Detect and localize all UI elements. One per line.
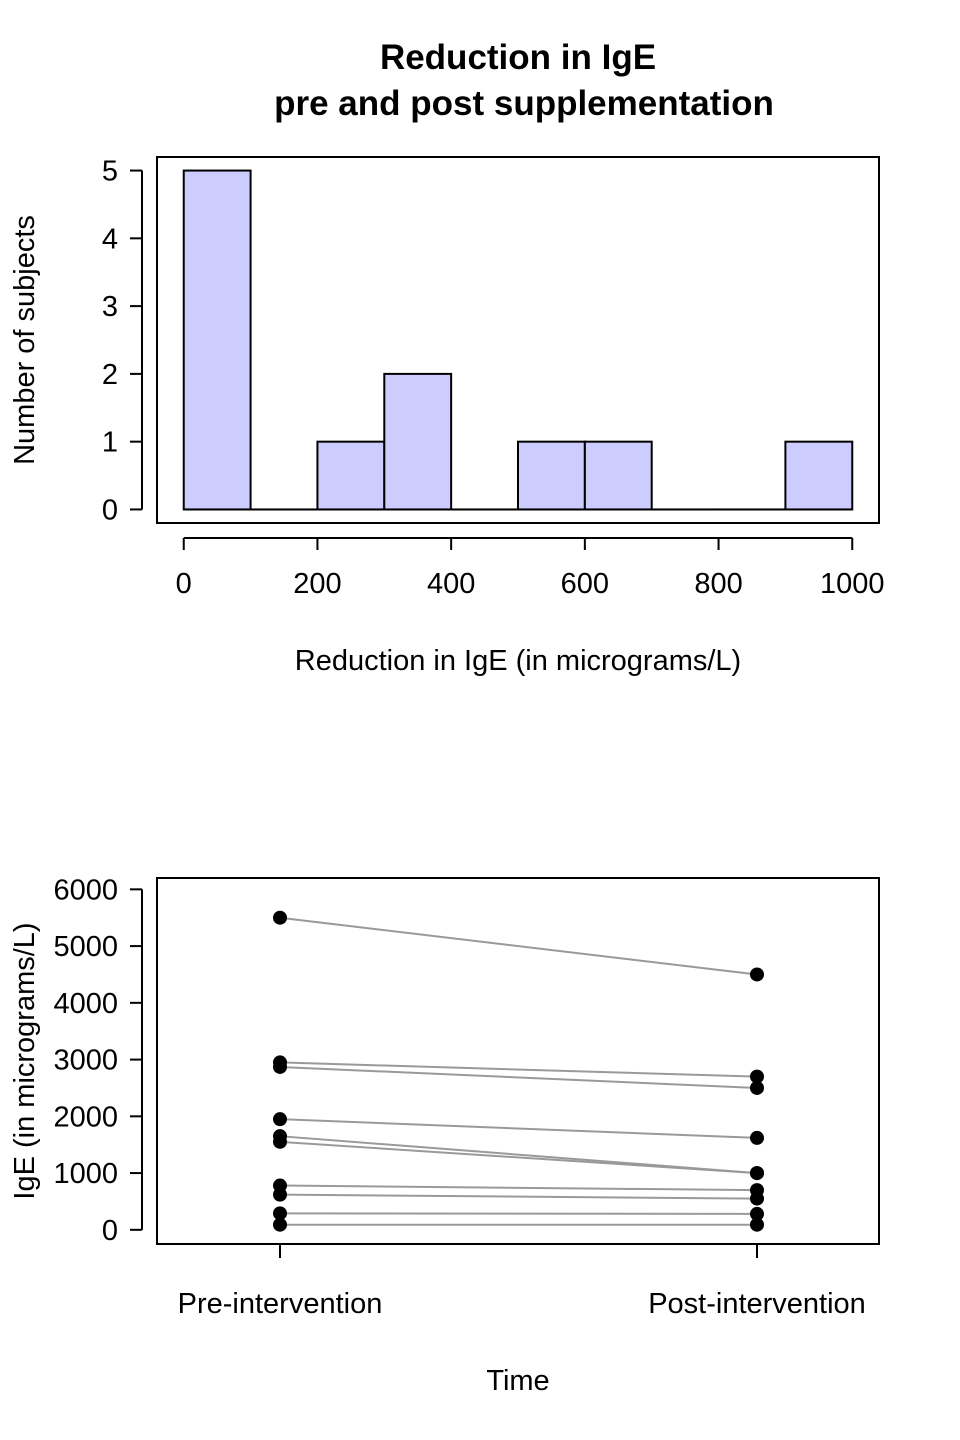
histogram-x-tick-label: 600: [561, 568, 609, 600]
pair-line: [279, 1065, 758, 1089]
histogram-x-axis-label: Reduction in IgE (in micrograms/L): [295, 645, 741, 677]
post-intervention-point: [750, 967, 764, 982]
post-intervention-point: [750, 1069, 764, 1084]
histogram-y-tick-label: 1: [102, 427, 118, 459]
histogram-y-axis-label: Number of subjects: [9, 215, 41, 465]
histogram-y-tick-label: 3: [102, 291, 118, 323]
histogram-x-tick-label: 200: [293, 568, 341, 600]
histogram-bar: [316, 440, 386, 511]
histogram-bar: [784, 440, 854, 511]
histogram-x-tick-label: 1000: [820, 568, 885, 600]
post-intervention-point: [750, 1130, 764, 1145]
scatter-y-tick-label: 2000: [53, 1101, 118, 1133]
pair-line: [279, 1212, 758, 1215]
histogram-y-tick-label: 5: [102, 156, 118, 188]
scatter-x-tick-label: Post-intervention: [648, 1288, 866, 1320]
pair-line: [279, 1193, 758, 1200]
pair-line: [279, 1061, 758, 1078]
histogram-bar: [583, 440, 653, 511]
paired-scatter-chart: Pre-intervention Post-intervention 0 1000 2…: [9, 874, 880, 1397]
scatter-y-tick-label: 4000: [53, 988, 118, 1020]
post-intervention-point: [750, 1206, 764, 1221]
histogram-bar: [182, 169, 252, 511]
pre-intervention-point: [273, 1134, 287, 1149]
histogram-x-tick-label: 400: [427, 568, 475, 600]
histogram-chart: Reduction in IgE pre and post supplement…: [9, 38, 885, 677]
scatter-x-tick-label: Pre-intervention: [178, 1288, 383, 1320]
pair-lines: [279, 916, 758, 1226]
scatter-y-tick-label: 6000: [53, 874, 118, 906]
histogram-y-axis: 0 1 2 3 4 5: [102, 156, 143, 526]
histogram-y-tick-label: 4: [102, 223, 118, 255]
histogram-x-axis: 0 200 400 600 800 1000: [176, 537, 885, 600]
histogram-title-line-1: Reduction in IgE: [380, 38, 656, 77]
scatter-y-axis: 0 1000 2000 3000 4000 5000 6000: [53, 874, 143, 1247]
pre-intervention-point: [273, 1206, 287, 1221]
pre-intervention-point: [273, 1112, 287, 1127]
pre-intervention-point: [273, 1187, 287, 1202]
pair-points: [273, 910, 764, 1232]
pair-line: [279, 916, 758, 976]
post-intervention-point: [750, 1191, 764, 1206]
histogram-bars: [182, 169, 854, 511]
post-intervention-point: [750, 1166, 764, 1181]
scatter-plot-frame: [156, 877, 880, 1245]
post-intervention-point: [750, 1217, 764, 1232]
scatter-y-tick-label: 1000: [53, 1158, 118, 1190]
histogram-plot-frame: [156, 156, 880, 524]
scatter-y-tick-label: 0: [102, 1215, 118, 1247]
pair-line: [279, 1184, 758, 1192]
scatter-y-axis-label: IgE (in micrograms/L): [9, 922, 41, 1199]
scatter-x-axis: Pre-intervention Post-intervention: [178, 1244, 866, 1320]
histogram-bar: [383, 372, 453, 511]
scatter-x-axis-label: Time: [486, 1365, 549, 1397]
post-intervention-point: [750, 1080, 764, 1095]
histogram-x-tick-label: 0: [176, 568, 192, 600]
pair-line: [279, 1140, 758, 1175]
scatter-y-tick-label: 5000: [53, 931, 118, 963]
scatter-y-tick-label: 3000: [53, 1045, 118, 1077]
pre-intervention-point: [273, 910, 287, 925]
histogram-y-tick-label: 2: [102, 359, 118, 391]
pair-line: [279, 1118, 758, 1139]
histogram-title-line-2: pre and post supplementation: [274, 84, 774, 123]
histogram-bar: [517, 440, 586, 511]
pre-intervention-point: [273, 1059, 287, 1074]
pre-intervention-point: [273, 1217, 287, 1232]
histogram-y-tick-label: 0: [102, 494, 118, 526]
histogram-x-tick-label: 800: [694, 568, 742, 600]
